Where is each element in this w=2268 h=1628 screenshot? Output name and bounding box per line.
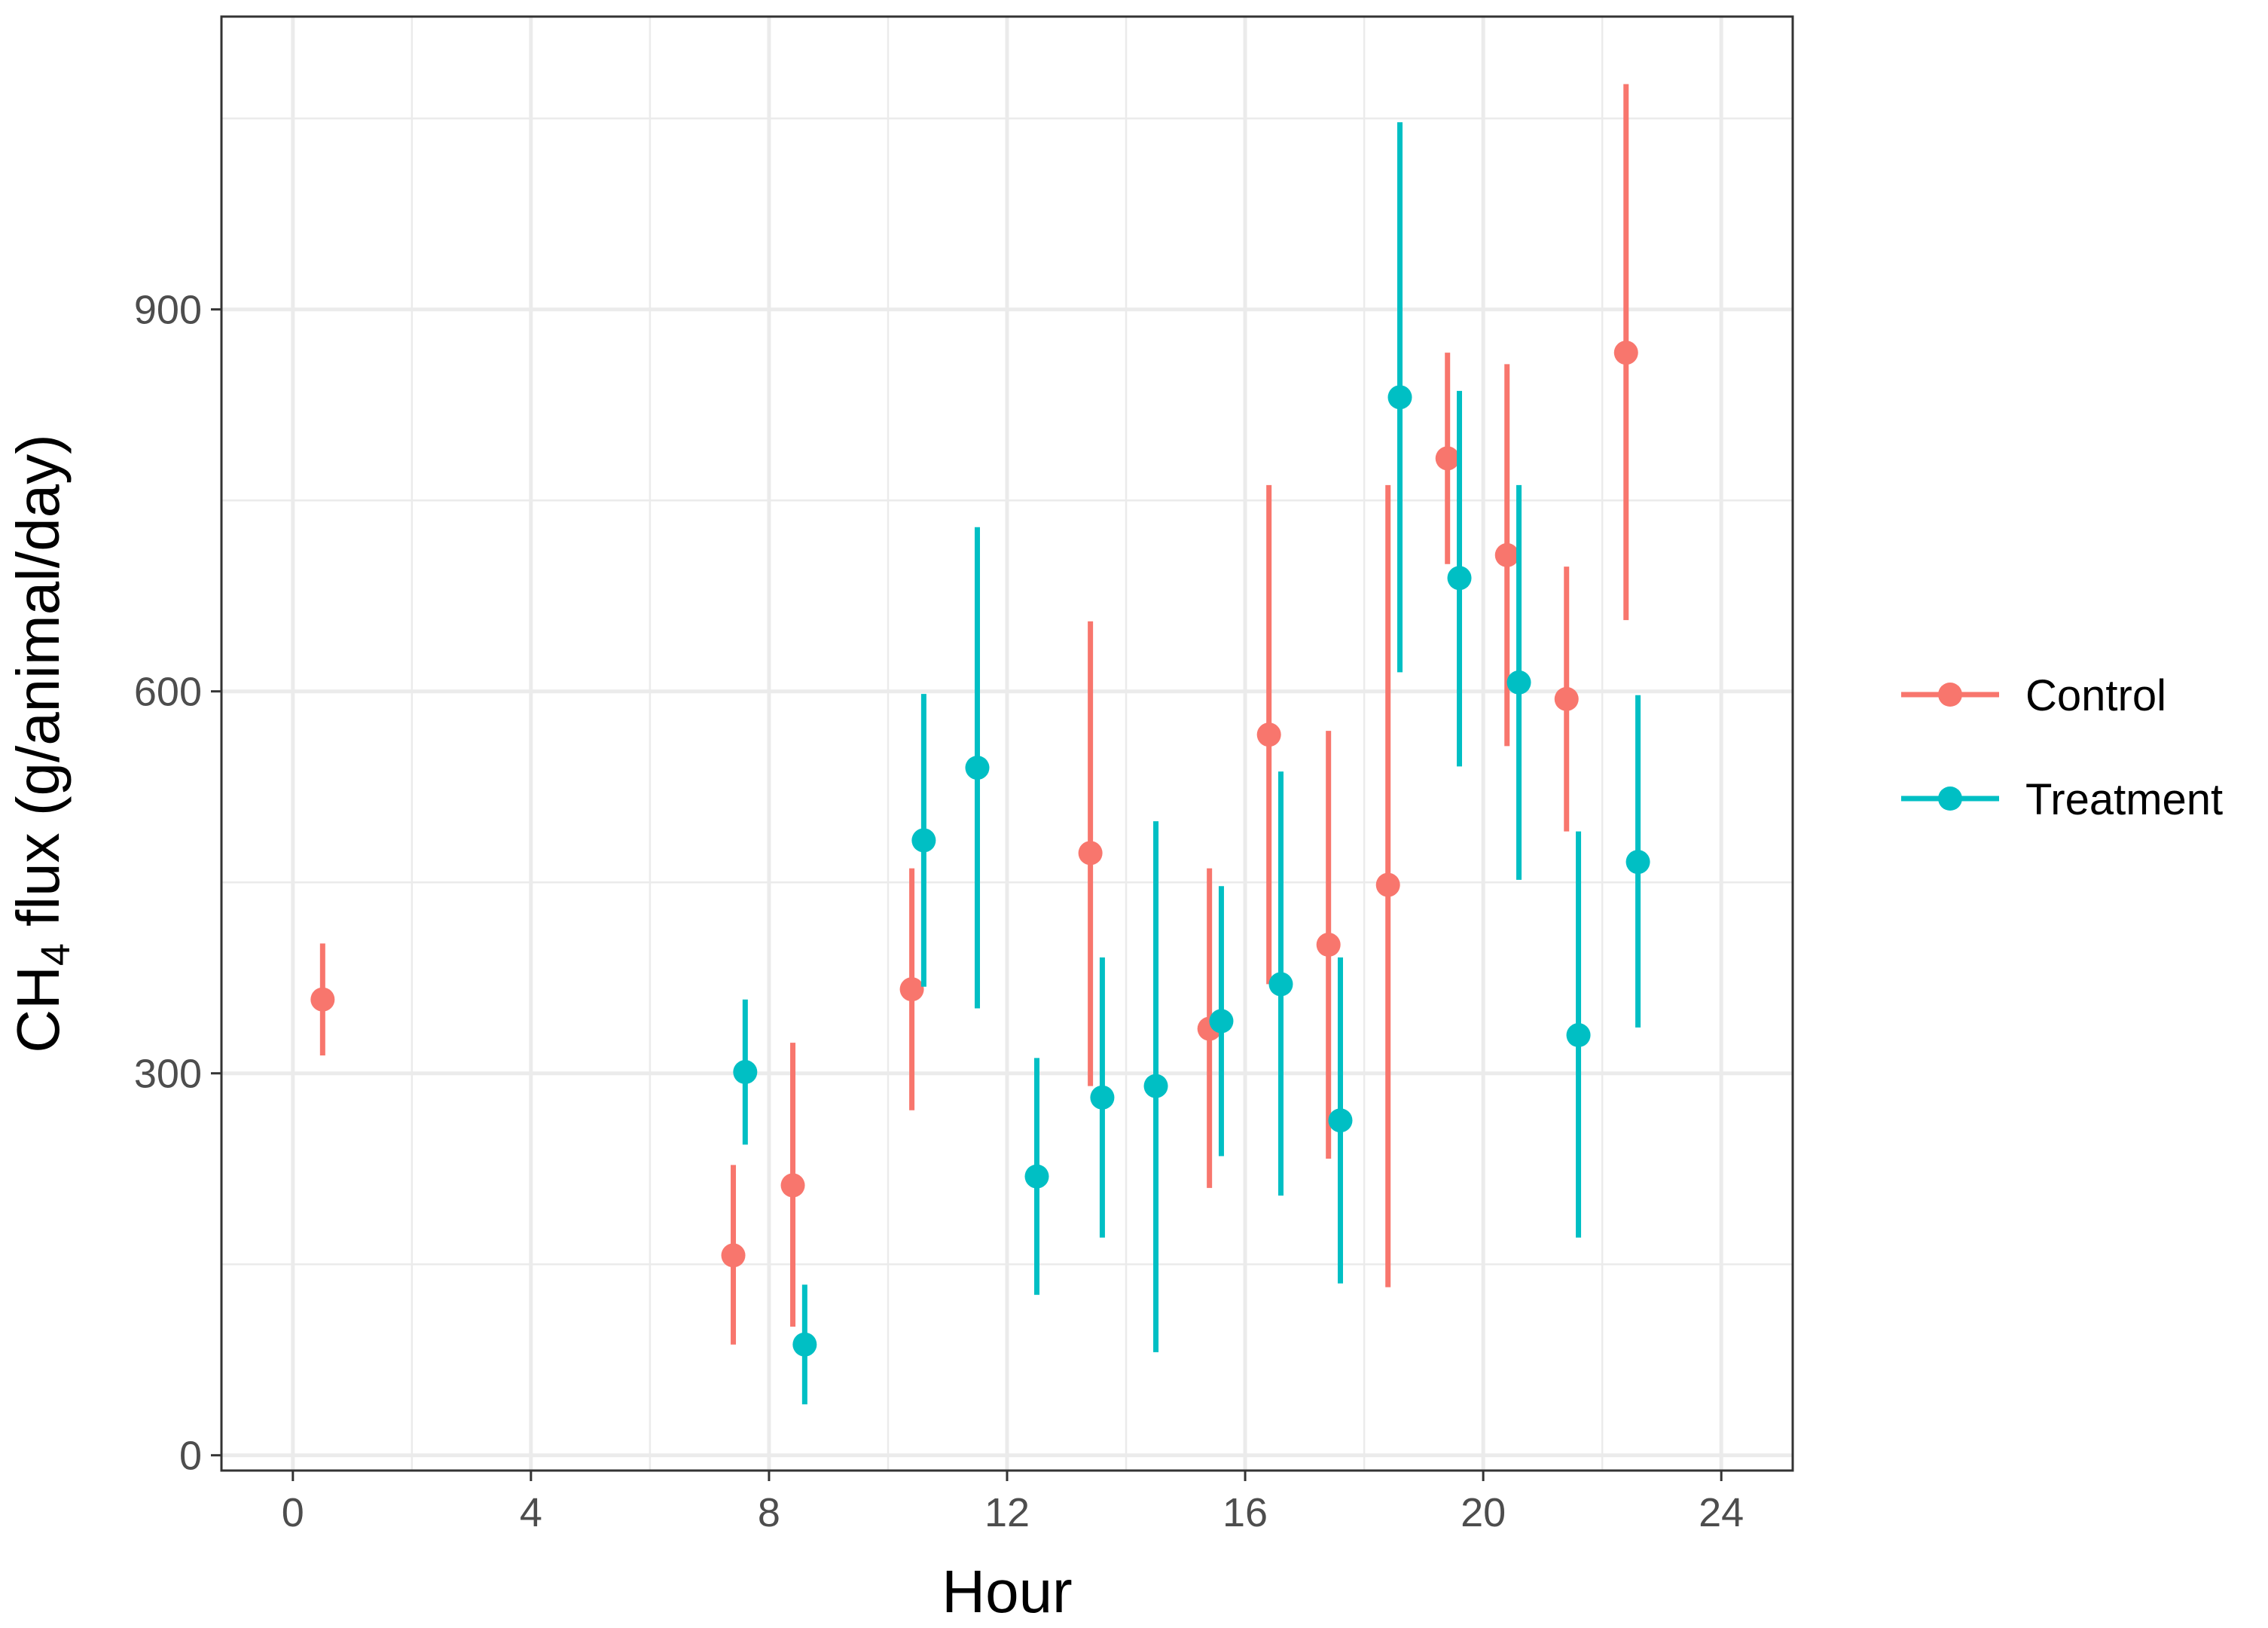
- data-point: [1316, 933, 1341, 958]
- data-point: [1494, 542, 1519, 567]
- legend-key-point: [1938, 683, 1962, 707]
- x-tick-label: 20: [1461, 1490, 1506, 1535]
- data-point: [1613, 341, 1638, 365]
- data-point: [911, 828, 936, 853]
- data-point: [1143, 1074, 1168, 1098]
- data-point: [1024, 1164, 1049, 1189]
- data-point: [1435, 446, 1460, 471]
- data-point: [310, 987, 335, 1012]
- y-tick-label: 900: [134, 288, 202, 333]
- x-tick-label: 16: [1223, 1490, 1268, 1535]
- data-point: [1447, 566, 1472, 591]
- data-point: [1256, 722, 1281, 747]
- x-tick-label: 0: [282, 1490, 304, 1535]
- data-point: [1268, 972, 1293, 997]
- data-point: [1387, 385, 1412, 410]
- legend-item-treatment: Treatment: [1901, 775, 2223, 824]
- x-tick-label: 4: [520, 1490, 542, 1535]
- series-control: [310, 84, 1638, 1345]
- data-point: [1375, 872, 1400, 897]
- x-tick-label: 24: [1699, 1490, 1744, 1535]
- series-layer: [310, 84, 1650, 1405]
- grid-layer: [221, 17, 1793, 1471]
- data-point: [1078, 841, 1103, 866]
- y-axis-title-main: CH: [5, 966, 72, 1053]
- y-tick-label: 0: [179, 1434, 202, 1479]
- series-treatment: [733, 122, 1650, 1405]
- data-point: [792, 1332, 817, 1357]
- y-tick-label: 600: [134, 670, 202, 715]
- data-point: [733, 1060, 758, 1085]
- data-point: [899, 977, 924, 1002]
- legend-label: Treatment: [2025, 775, 2223, 824]
- data-point: [1554, 686, 1579, 711]
- data-point: [1625, 850, 1650, 875]
- x-tick-label: 12: [984, 1490, 1030, 1535]
- data-point: [1090, 1085, 1115, 1110]
- data-point: [1328, 1108, 1353, 1133]
- axis-ticks: 0 4 8 12 16 20 24 0 300 600 900: [134, 288, 1744, 1535]
- legend: Control Treatment: [1901, 671, 2223, 824]
- y-axis-title-subscript: 4: [33, 943, 78, 966]
- legend-key-point: [1938, 787, 1962, 811]
- y-axis-title: CH4 flux (g/animal/day): [5, 434, 78, 1052]
- data-point: [721, 1243, 746, 1268]
- y-axis-title-rest: flux (g/animal/day): [5, 434, 72, 943]
- legend-label: Control: [2025, 671, 2166, 720]
- data-point: [1209, 1009, 1234, 1034]
- y-tick-label: 300: [134, 1052, 202, 1097]
- data-point: [1566, 1023, 1591, 1048]
- data-point: [1506, 670, 1531, 695]
- legend-item-control: Control: [1901, 671, 2166, 720]
- data-point: [965, 756, 990, 780]
- x-axis-title: Hour: [942, 1558, 1072, 1625]
- x-tick-label: 8: [758, 1490, 780, 1535]
- data-point: [780, 1173, 805, 1198]
